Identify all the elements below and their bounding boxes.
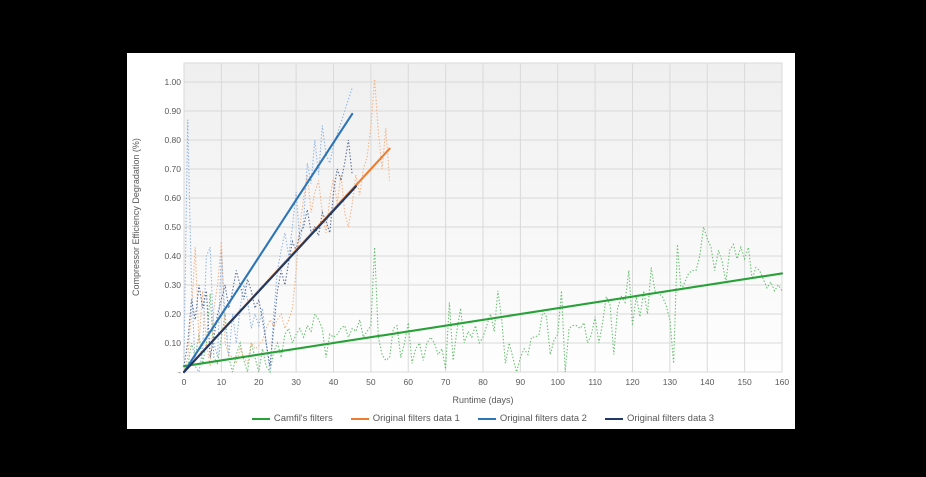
legend-swatch (477, 417, 496, 420)
plot-area (182, 62, 784, 375)
legend-swatch (251, 417, 270, 420)
legend-item-camfil-s-filters: Camfil's filters (251, 413, 333, 424)
legend-item-original-filters-data-1: Original filters data 1 (350, 413, 460, 424)
series-camfil-s-filters-trend-line (182, 272, 784, 368)
x-tick-label: 150 (737, 377, 752, 387)
series-original-filters-data-3-raw-line (183, 139, 353, 367)
y-tick-label: 0.90 (164, 106, 181, 116)
series-original-filters-data-1-raw-line (183, 79, 391, 373)
x-tick-label: 140 (700, 377, 715, 387)
y-tick-label: 0.80 (164, 135, 181, 145)
x-tick-label: 110 (588, 377, 602, 387)
x-tick-label: 130 (662, 377, 677, 387)
legend-item-original-filters-data-2: Original filters data 2 (477, 413, 587, 424)
series-original-filters-data-2-trend-line (182, 112, 354, 374)
x-axis-title: Runtime (days) (452, 395, 514, 405)
y-tick-label: 0.70 (164, 164, 181, 174)
legend-label: Original filters data 2 (499, 413, 587, 424)
x-tick-label: 80 (478, 377, 488, 387)
legend-label: Camfil's filters (273, 413, 333, 424)
x-tick-label: 40 (328, 377, 339, 387)
y-tick-label: 1.00 (164, 77, 181, 87)
legend-label: Original filters data 1 (372, 413, 460, 424)
y-tick-label: 0.20 (164, 309, 181, 319)
series-camfil-s-filters-raw-line (183, 226, 783, 375)
legend-swatch (604, 417, 623, 420)
y-tick-label: 0.30 (164, 280, 181, 290)
x-tick-label: 90 (515, 377, 526, 387)
x-tick-label: 120 (625, 377, 640, 387)
x-tick-label: 70 (440, 377, 451, 387)
y-tick-label: - (178, 367, 181, 377)
y-tick-label: 0.10 (164, 338, 181, 348)
x-tick-label: 60 (403, 377, 413, 387)
y-tick-label: 0.40 (164, 251, 181, 261)
x-tick-label: 20 (254, 377, 264, 387)
y-tick-label: 0.50 (164, 222, 181, 232)
x-tick-label: 0 (181, 377, 187, 387)
x-tick-label: 30 (291, 377, 301, 387)
x-tick-label: 160 (774, 377, 790, 387)
legend-label: Original filters data 3 (626, 413, 715, 424)
x-tick-label: 100 (550, 377, 565, 387)
legend-item-original-filters-data-3: Original filters data 3 (604, 413, 715, 424)
y-tick-label: 0.60 (164, 193, 181, 203)
x-tick-label: 10 (216, 377, 227, 387)
legend-swatch (350, 417, 369, 420)
x-tick-label: 50 (366, 377, 376, 387)
chart-panel: Compressor Efficiency Degradation (%) -0… (127, 53, 795, 429)
series-original-filters-data-3-trend-line (182, 185, 357, 374)
legend: Camfil's filters Original filters data 1 O… (164, 413, 802, 424)
